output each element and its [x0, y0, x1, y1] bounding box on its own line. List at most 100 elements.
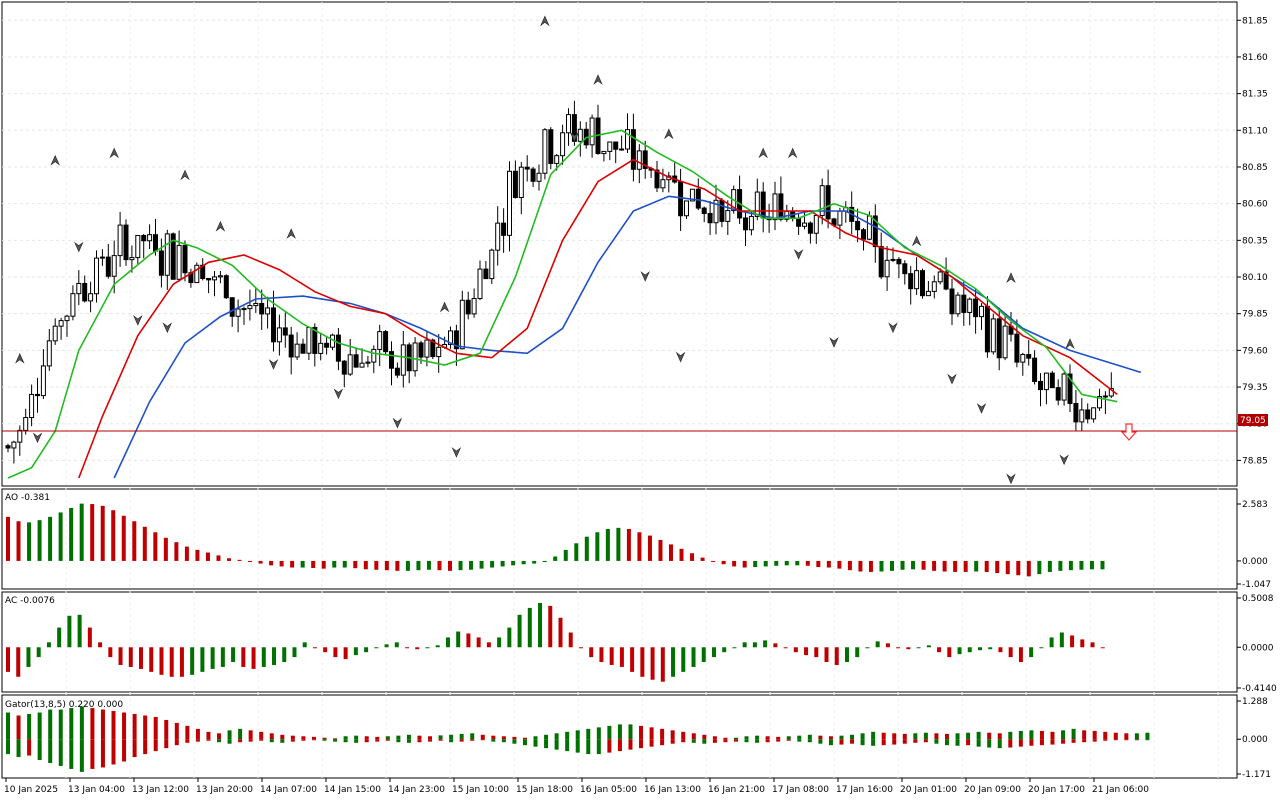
ao-bar — [563, 549, 568, 561]
gator-lower-bar — [1134, 739, 1139, 741]
candle-body — [194, 264, 200, 284]
gator-upper-bar — [902, 733, 907, 740]
ao-bar — [363, 560, 368, 570]
ac-bar — [896, 647, 901, 649]
x-tick-label: 10 Jan 2025 — [4, 785, 58, 795]
ac-bar — [231, 647, 236, 663]
y-tick-label: 80.60 — [1242, 200, 1268, 210]
candle-body — [819, 185, 825, 217]
candle-body — [1091, 407, 1097, 420]
ac-bar — [261, 647, 266, 667]
ao-bar — [1058, 560, 1063, 571]
candle-body — [365, 361, 371, 364]
gator-upper-bar — [470, 733, 475, 740]
gator-lower-bar — [660, 739, 665, 746]
fractal-up-icon — [787, 147, 798, 159]
candle-body — [577, 128, 583, 142]
gator-lower-bar — [723, 739, 728, 743]
gator-lower-bar — [259, 739, 264, 741]
ao-bar — [58, 512, 63, 561]
candle-body — [772, 193, 778, 221]
candle-body — [141, 234, 147, 242]
x-tick-label: 20 Jan 17:00 — [1028, 785, 1085, 795]
gator-lower-bar — [923, 739, 928, 743]
gator-lower-bar — [670, 739, 675, 744]
ao-bar — [321, 560, 326, 569]
x-tick-label: 15 Jan 10:00 — [452, 785, 509, 795]
y-tick-label: 0.0000 — [1242, 643, 1274, 653]
fractal-down-icon — [268, 359, 279, 370]
y-tick-label: 81.60 — [1242, 53, 1268, 63]
gator-upper-bar — [248, 730, 253, 740]
candle-body — [725, 210, 731, 222]
gator-upper-bar — [238, 728, 243, 740]
candle-body — [902, 263, 908, 275]
candle-body — [512, 170, 518, 199]
ao-bar — [984, 560, 989, 572]
candle-body — [430, 339, 436, 358]
gator-lower-bar — [607, 739, 612, 753]
candle-body — [359, 362, 365, 368]
gator-upper-bar — [1103, 731, 1108, 740]
ao-bar — [890, 560, 894, 571]
gator-lower-bar — [480, 739, 485, 741]
gator-upper-bar — [1050, 731, 1055, 740]
ac-bar — [538, 602, 543, 648]
y-tick-label: 79.35 — [1242, 383, 1268, 393]
gator-upper-bar — [818, 735, 823, 740]
ao-bar — [490, 560, 495, 568]
x-tick-label: 17 Jan 08:00 — [772, 785, 829, 795]
x-tick-label: 20 Jan 01:00 — [900, 785, 957, 795]
candle-body — [495, 222, 501, 251]
gator-lower-bar — [311, 739, 316, 741]
ac-bar — [497, 637, 502, 648]
gator-lower-bar — [944, 739, 949, 746]
candle-body — [105, 256, 111, 277]
gator-lower-bar — [1018, 739, 1023, 747]
ao-bar — [184, 546, 189, 561]
gator-lower-bar — [966, 739, 971, 746]
candle-body — [11, 441, 17, 449]
gator-lower-bar — [565, 739, 570, 752]
candle-body — [147, 234, 153, 242]
candle-body — [448, 330, 453, 345]
ac-bar — [804, 647, 809, 656]
candle-body — [802, 222, 807, 227]
candle-body — [984, 305, 990, 353]
gator-lower-bar — [860, 739, 865, 746]
gator-lower-bar — [1061, 739, 1066, 744]
ao-bar — [1100, 560, 1105, 570]
candle-body — [70, 293, 76, 317]
gator-lower-bar — [375, 739, 380, 742]
candle-body — [23, 417, 29, 431]
gator-upper-bar — [269, 733, 274, 740]
gator-upper-bar — [839, 735, 844, 740]
gator-lower-bar — [955, 739, 960, 746]
ac-bars — [6, 602, 1105, 682]
ac-bar — [834, 647, 839, 665]
candle-body — [872, 215, 878, 248]
candle-body — [548, 129, 554, 164]
fractal-up-icon — [286, 228, 296, 239]
ao-bar — [6, 516, 10, 561]
ac-bar — [732, 647, 737, 649]
ac-bar — [967, 647, 972, 653]
ao-bar — [426, 560, 431, 570]
ac-bar — [220, 647, 225, 667]
gator-lower-bar — [786, 739, 791, 741]
ao-bar — [826, 560, 831, 568]
gator-upper-bar — [280, 734, 285, 740]
gator-upper-bar — [396, 735, 401, 740]
ac-bar — [1029, 647, 1034, 658]
ao-title: AO -0.381 — [5, 493, 50, 503]
candle-body — [542, 129, 548, 174]
y-tick-label: 80.85 — [1242, 163, 1268, 173]
candle-body — [1014, 333, 1020, 363]
candle-body — [123, 224, 129, 261]
gator-lower-bar — [248, 739, 253, 742]
ac-bar — [630, 647, 635, 672]
ao-bar — [942, 560, 947, 572]
x-tick-label: 14 Jan 15:00 — [324, 785, 381, 795]
fractal-up-icon — [593, 74, 603, 85]
